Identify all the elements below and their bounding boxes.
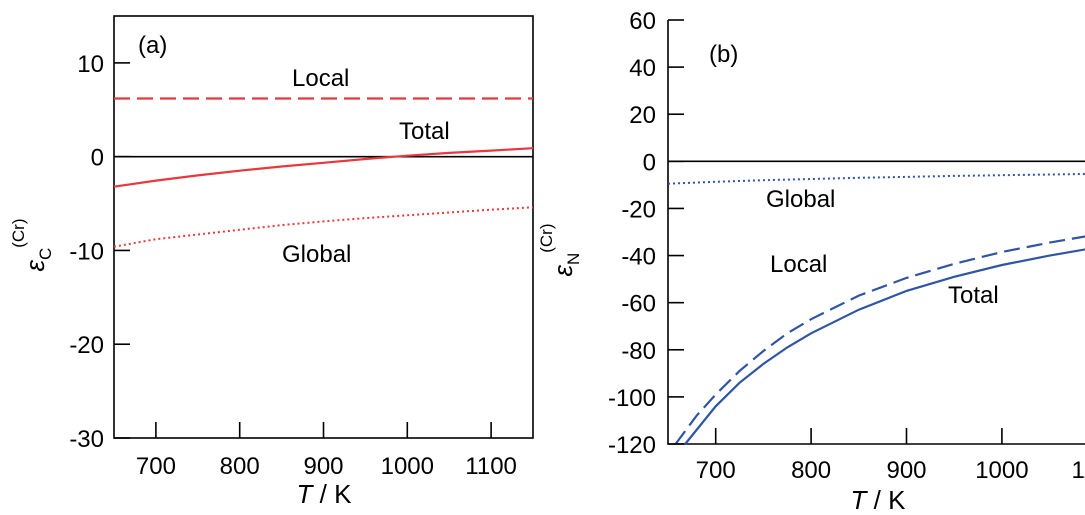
panel-b-y-tick-label--100: -100 [608,385,656,412]
panel-b-x-tick-label-1100: 1100 [1071,457,1085,484]
panel-a-series-label-total: Total [399,118,450,145]
panel-a-x-tick-label-1100: 1100 [465,453,517,480]
panel-a-series-label-local: Local [292,65,349,92]
panel-b-label: (b) [709,41,738,68]
panel-a-x-tick-label-800: 800 [220,453,260,480]
panel-a-y-tick-label--30: -30 [69,426,104,453]
panel-b-x-tick-label-1000: 1000 [975,457,1028,484]
panel-b-series-label-global: Global [766,186,835,213]
panel-b-x-tick-label-900: 900 [886,457,926,484]
panel-a-x-tick-label-900: 900 [303,453,343,480]
panel-b-y-tick-label-20: 20 [629,102,656,129]
panel-a-series-total-line [113,147,534,188]
panel-a-x-axis-label: T / K [297,479,353,509]
panel-b-y-tick-label--80: -80 [621,338,656,365]
panel-a-series-global-line [113,206,534,248]
panel-b-series-global-line [667,172,1085,185]
panel-a-series-label-global: Global [282,241,351,268]
panel-b-series-label-local: Local [770,251,827,278]
panel-a-y-tick-label--10: -10 [69,238,104,265]
panel-a-y-tick-label-10: 10 [77,51,104,78]
panel-b-y-tick-label-40: 40 [629,55,656,82]
panel-a-label: (a) [138,32,167,59]
panel-b-y-tick-label-60: 60 [629,8,656,35]
panel-b-y-tick-label--20: -20 [621,196,656,223]
panel-b-series-label-total: Total [948,282,999,309]
panel-b-series-local-line [674,235,1085,445]
panel-b-series-total-line [684,248,1085,445]
panel-a-y-tick-label-0: 0 [91,145,104,172]
panel-a-x-tick-label-700: 700 [136,453,176,480]
panel-b-x-tick-label-800: 800 [791,457,831,484]
panel-b-y-tick-label--60: -60 [621,291,656,318]
panel-a-x-tick-label-1000: 1000 [381,453,434,480]
panel-b-x-axis-label: T / K [851,485,907,515]
panel-a-y-axis-label: εC(Cr) [9,219,55,272]
panel-b-y-tick-label--40: -40 [621,244,656,271]
panel-b-y-tick-label-0: 0 [643,149,656,176]
panel-b-x-tick-label-700: 700 [696,457,736,484]
panel-b-y-axis-label: εN(Cr) [537,224,583,277]
panel-b-y-tick-label--120: -120 [608,432,656,459]
panel-b-chart: 700 800 900 1000 1100 60 40 20 0 -20 -40 -60 -80 -100… [537,8,1085,515]
panel-a-y-tick-label--20: -20 [69,332,104,359]
